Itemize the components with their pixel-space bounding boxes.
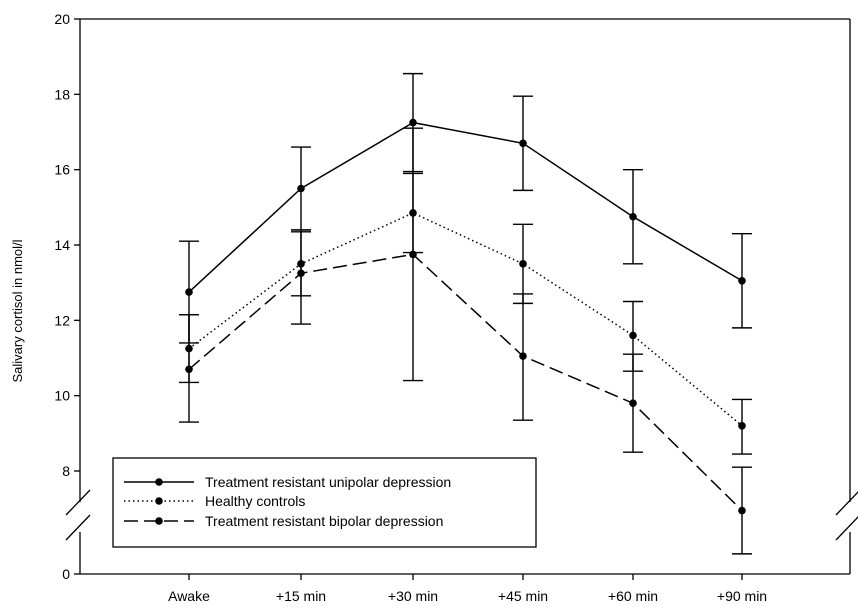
legend-item: Treatment resistant unipolar depression <box>124 474 451 490</box>
data-point <box>629 399 637 408</box>
data-point <box>409 250 417 259</box>
axis-break-mark <box>835 491 858 516</box>
legend-marker <box>155 517 163 525</box>
series-1 <box>179 72 752 344</box>
x-tick-label: +90 min <box>717 588 767 604</box>
data-point <box>519 352 527 360</box>
data-point <box>629 212 637 221</box>
data-point <box>297 269 305 278</box>
legend-marker <box>155 497 163 505</box>
axis-break-mark <box>65 489 91 516</box>
data-point <box>519 139 527 148</box>
x-tick-label: +15 min <box>276 588 326 604</box>
data-point <box>629 331 637 340</box>
legend-item: Healthy controls <box>124 493 305 509</box>
y-tick-label: 20 <box>54 11 70 27</box>
y-tick-label: 0 <box>62 566 70 582</box>
data-point <box>185 365 193 374</box>
data-point <box>738 422 746 430</box>
x-axis: Awake +15 min +30 min +45 min +60 min +90 min <box>168 574 767 604</box>
series-line <box>188 212 743 427</box>
legend-marker <box>155 478 163 486</box>
x-tick-label: +30 min <box>388 588 438 604</box>
data-point <box>297 184 305 193</box>
y-tick-label: 18 <box>54 86 70 102</box>
axis-break-mark <box>835 516 858 541</box>
y-tick-label: 14 <box>54 237 70 253</box>
data-point <box>738 276 746 285</box>
axis-break-mark <box>65 514 91 541</box>
series-2 <box>179 172 752 455</box>
y-tick-label: 12 <box>54 312 70 328</box>
x-tick-label: +60 min <box>608 588 658 604</box>
legend-box <box>112 457 537 548</box>
legend-label: Treatment resistant unipolar depression <box>205 474 451 490</box>
legend-label: Healthy controls <box>205 493 305 509</box>
y-tick-label: 16 <box>54 162 70 178</box>
series-group <box>179 72 752 555</box>
series-3 <box>179 127 752 555</box>
x-tick-label: Awake <box>168 588 210 604</box>
plot-frame <box>65 18 858 575</box>
data-point <box>738 506 746 515</box>
y-axis: 0 8 10 12 14 16 18 20 <box>54 11 80 582</box>
data-point <box>409 118 417 127</box>
data-point <box>519 260 527 268</box>
y-tick-label: 8 <box>62 463 70 479</box>
series-line <box>188 121 743 293</box>
y-tick-label: 10 <box>54 388 70 404</box>
x-tick-label: +45 min <box>498 588 548 604</box>
y-axis-title: Salivary cortisol in nmol/l <box>10 239 25 382</box>
legend: Treatment resistant unipolar depression H… <box>112 457 537 548</box>
data-point <box>185 288 193 296</box>
series-line <box>188 253 743 512</box>
legend-item: Treatment resistant bipolar depression <box>124 513 443 529</box>
legend-label: Treatment resistant bipolar depression <box>205 513 443 529</box>
